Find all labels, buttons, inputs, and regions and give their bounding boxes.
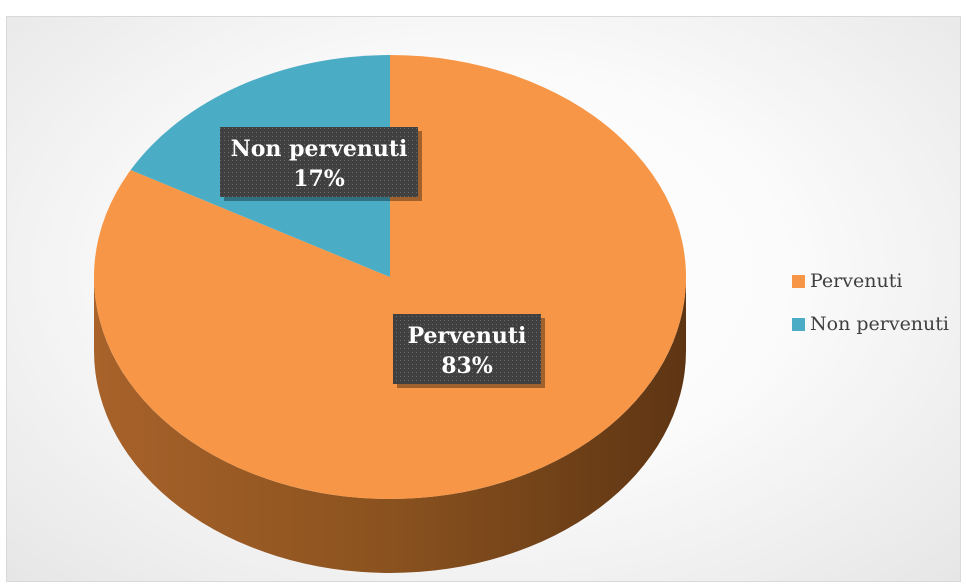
data-label-percent: 17% <box>293 166 345 192</box>
slice-side-pervenuti <box>94 277 686 573</box>
pie-top-face <box>93 54 686 499</box>
slice-pervenuti <box>93 55 686 499</box>
data-label-non-pervenuti: Non pervenuti 17% <box>220 127 422 201</box>
legend-label: Non pervenuti <box>810 313 949 335</box>
data-label-background <box>220 127 418 197</box>
data-label-category: Pervenuti <box>408 323 527 349</box>
pie-side-wall <box>94 277 686 573</box>
legend-item-pervenuti: Pervenuti <box>792 270 902 292</box>
data-label-percent: 83% <box>441 353 493 379</box>
legend-label: Pervenuti <box>810 270 902 292</box>
legend-item-non-pervenuti: Non pervenuti <box>792 313 949 335</box>
legend-swatch <box>792 275 805 288</box>
data-label-category: Non pervenuti <box>231 136 408 162</box>
data-label-pervenuti: Pervenuti 83% <box>393 314 545 388</box>
legend: Pervenuti Non pervenuti <box>792 270 949 335</box>
pie-data-labels: Pervenuti 83% Non pervenuti 17% <box>220 127 545 388</box>
data-label-background <box>393 314 541 384</box>
legend-swatch <box>792 318 805 331</box>
